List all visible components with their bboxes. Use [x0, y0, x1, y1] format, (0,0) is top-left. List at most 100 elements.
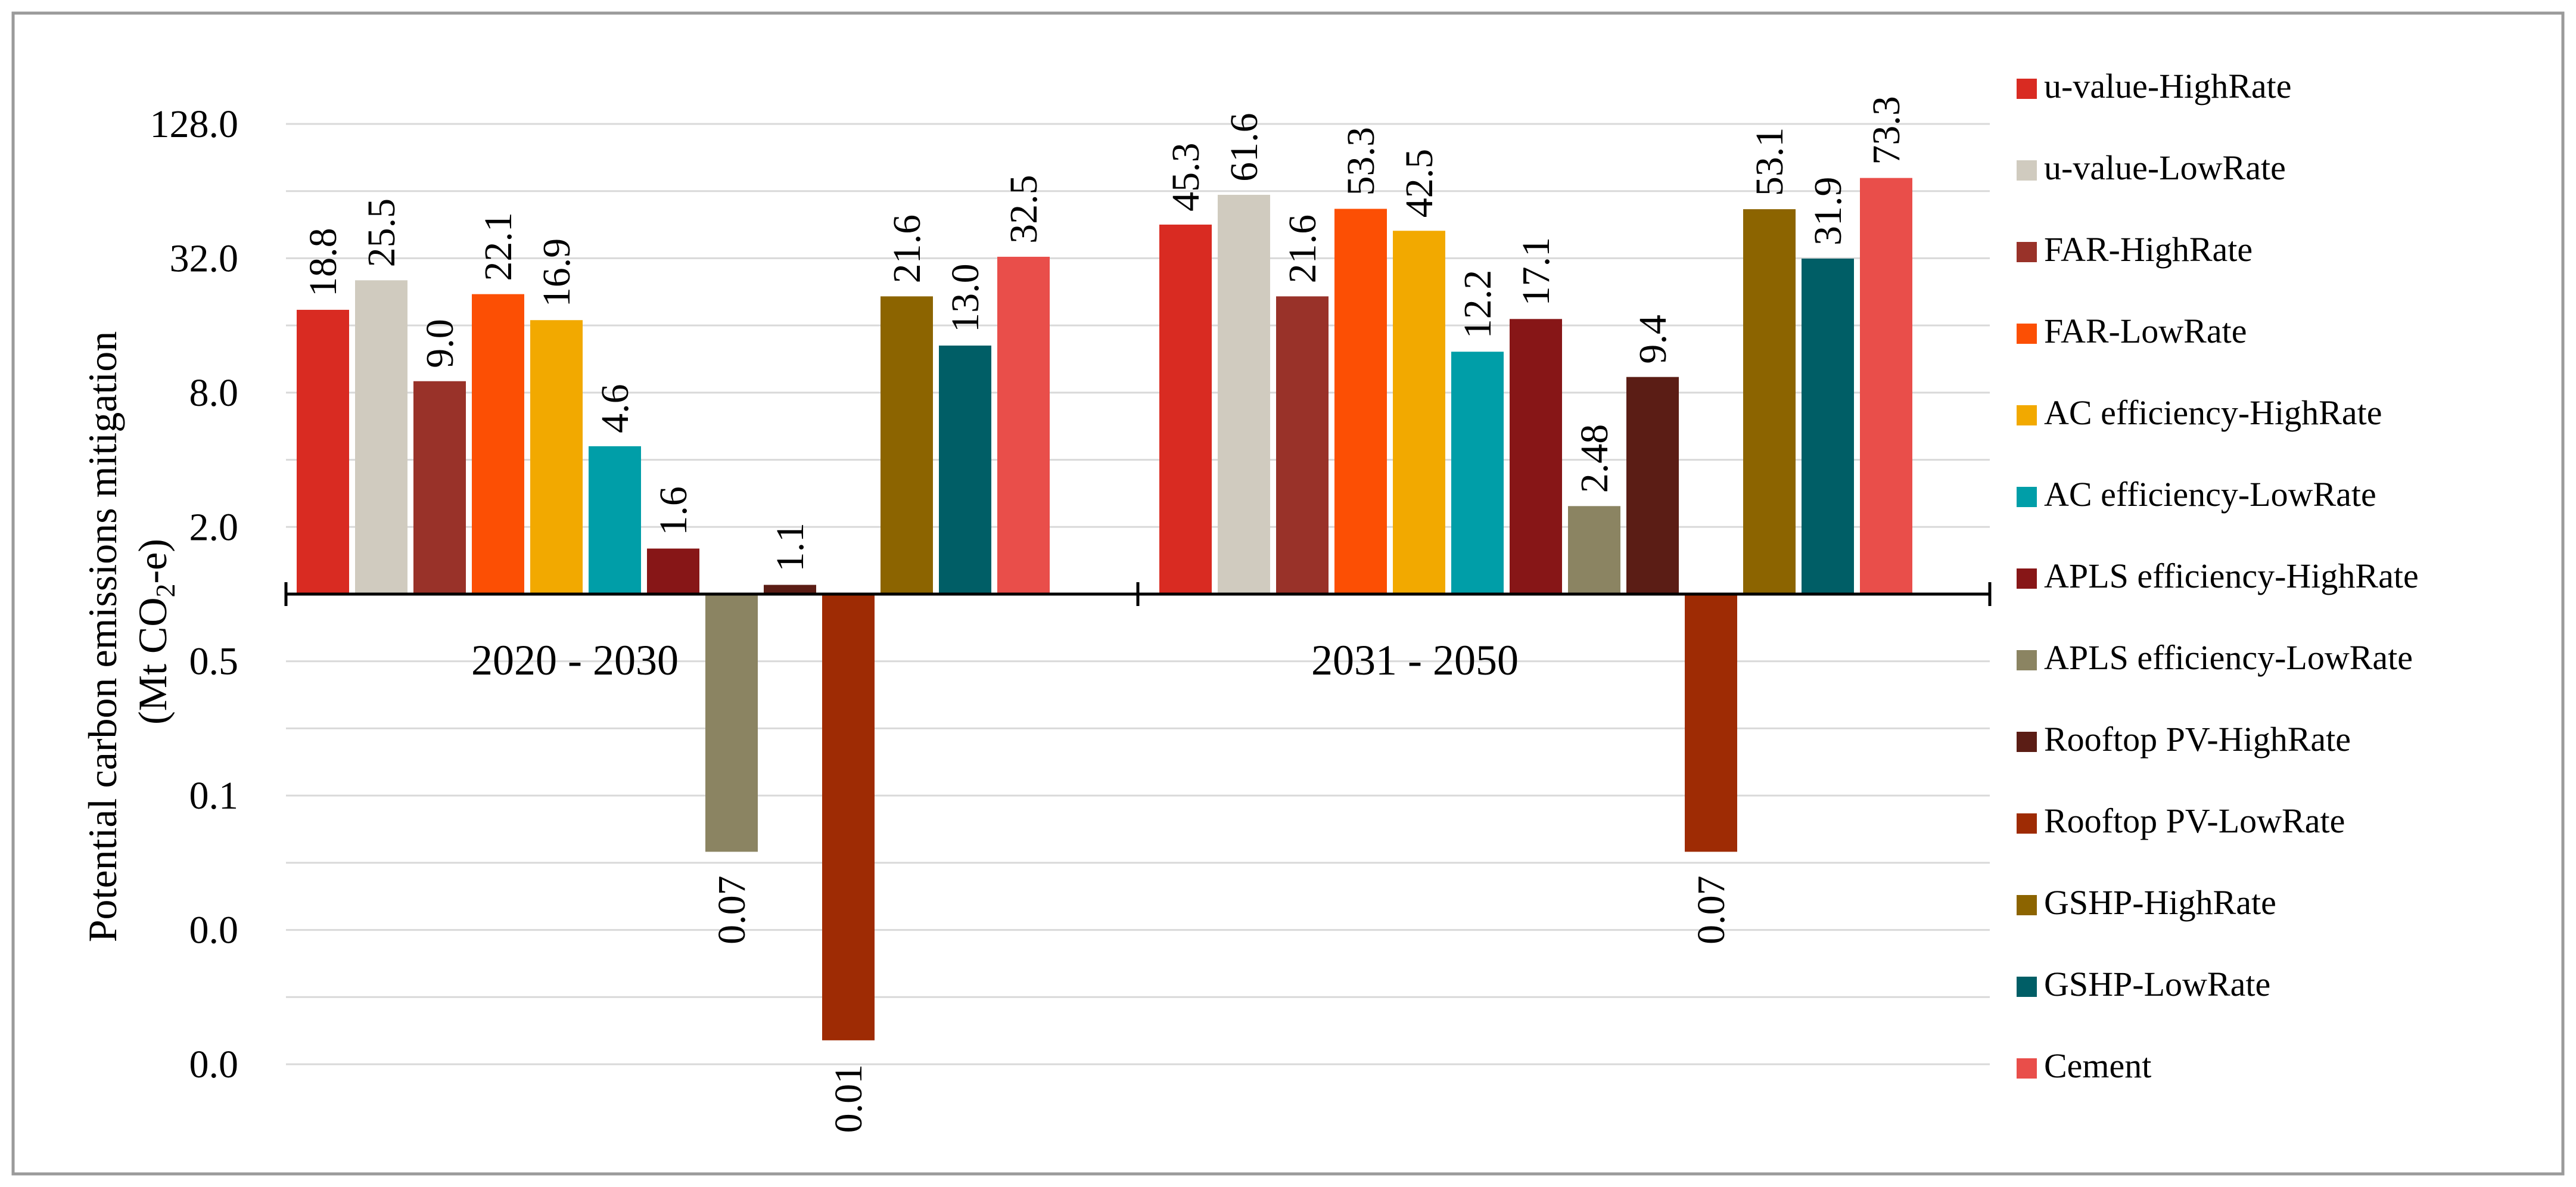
- legend-label: APLS efficiency-HighRate: [2044, 557, 2419, 595]
- data-label: 22.1: [477, 212, 520, 281]
- data-label: 21.6: [1281, 215, 1324, 284]
- data-label: 21.6: [885, 215, 929, 284]
- bar: [297, 309, 349, 594]
- y-axis-title-prefix: (Mt CO: [130, 598, 175, 725]
- legend-swatch: [2017, 405, 2037, 425]
- data-label: 53.1: [1748, 128, 1791, 197]
- x-category-label: 2031 - 2050: [1311, 636, 1519, 684]
- data-label: 12.2: [1456, 270, 1499, 339]
- data-label: 53.3: [1339, 127, 1383, 196]
- data-label: 0.01: [827, 1064, 870, 1133]
- y-axis-title-suffix: -e): [130, 539, 175, 583]
- y-tick-label: 0.5: [189, 640, 239, 683]
- data-label: 45.3: [1164, 142, 1208, 212]
- bar: [1626, 377, 1679, 594]
- legend-label: FAR-HighRate: [2044, 230, 2253, 269]
- bar: [413, 381, 466, 594]
- legend: u-value-HighRate u-value-LowRate FAR-HighR…: [2017, 67, 2419, 1085]
- data-label: 0.07: [1690, 875, 1733, 944]
- bar: [881, 296, 933, 594]
- axes: 2020 - 2030 2031 - 2050: [284, 582, 1992, 684]
- bar: [355, 280, 407, 594]
- legend-swatch: [2017, 324, 2037, 344]
- y-tick-label: 0.0: [189, 909, 239, 952]
- legend-swatch: [2017, 732, 2037, 752]
- y-axis-title-sub: 2: [150, 584, 181, 598]
- legend-swatch: [2017, 895, 2037, 915]
- data-label: 42.5: [1398, 149, 1441, 218]
- y-tick-label: 8.0: [189, 371, 239, 415]
- data-label: 16.9: [535, 238, 578, 307]
- bar: [589, 446, 641, 594]
- data-label: 17.1: [1514, 237, 1558, 306]
- y-axis-title-line1: Potential carbon emissions mitigation: [80, 331, 125, 943]
- data-label: 1.6: [652, 486, 695, 536]
- data-labels: 18.8 25.5 9.0 22.1 16.9 4.6 1.6 0.07 1.1 0.01 21.6…: [301, 96, 1908, 1133]
- legend-label: u-value-HighRate: [2044, 67, 2292, 105]
- bar: [1510, 319, 1562, 594]
- legend-swatch: [2017, 1058, 2037, 1079]
- bar: [1334, 209, 1387, 594]
- bar: [1685, 594, 1737, 852]
- data-label: 32.5: [1002, 175, 1046, 244]
- y-axis-title: Potential carbon emissions mitigation (M…: [80, 321, 181, 943]
- legend-swatch: [2017, 487, 2037, 507]
- legend-label: GSHP-LowRate: [2044, 965, 2270, 1003]
- y-tick-label: 128.0: [150, 102, 239, 146]
- x-category-label: 2020 - 2030: [471, 636, 679, 684]
- bar: [1743, 209, 1796, 594]
- data-label: 18.8: [301, 228, 345, 297]
- legend-swatch: [2017, 79, 2037, 99]
- y-tick-labels: 128.0 32.0 8.0 2.0 0.5 0.1 0.0 0.0: [150, 102, 239, 1086]
- data-label: 0.07: [710, 875, 754, 944]
- legend-swatch: [2017, 650, 2037, 670]
- bar: [1393, 231, 1445, 594]
- bar: [822, 594, 875, 1040]
- legend-swatch: [2017, 242, 2037, 262]
- y-tick-label: 0.1: [189, 774, 239, 818]
- y-tick-label: 2.0: [189, 505, 239, 549]
- bar: [647, 548, 699, 594]
- data-label: 61.6: [1222, 113, 1266, 182]
- legend-label: FAR-LowRate: [2044, 312, 2247, 350]
- data-label: 73.3: [1865, 96, 1908, 165]
- data-label: 13.0: [944, 263, 987, 333]
- bar: [939, 345, 991, 594]
- legend-swatch: [2017, 977, 2037, 997]
- legend-label: GSHP-HighRate: [2044, 883, 2276, 922]
- legend-swatch: [2017, 160, 2037, 181]
- legend-label: Rooftop PV-HighRate: [2044, 720, 2351, 759]
- legend-label: AC efficiency-LowRate: [2044, 475, 2376, 514]
- bar: [472, 294, 524, 594]
- bar: [530, 320, 583, 594]
- bar: [997, 256, 1050, 594]
- legend-label: Cement: [2044, 1046, 2151, 1085]
- data-label: 9.4: [1631, 315, 1675, 364]
- y-tick-label: 0.0: [189, 1043, 239, 1086]
- data-label: 25.5: [360, 198, 403, 268]
- data-label: 9.0: [418, 319, 462, 368]
- legend-label: u-value-LowRate: [2044, 148, 2286, 187]
- legend-label: APLS efficiency-LowRate: [2044, 638, 2413, 677]
- bar: [705, 594, 758, 852]
- y-axis-title-line2: (Mt CO2-e): [130, 539, 181, 725]
- bar: [1860, 178, 1912, 594]
- data-label: 4.6: [593, 384, 637, 433]
- legend-swatch: [2017, 568, 2037, 589]
- bar: [1568, 506, 1620, 594]
- bar: [1276, 296, 1329, 594]
- bars: [297, 178, 1912, 1040]
- y-tick-label: 32.0: [170, 237, 239, 280]
- bar: [1451, 352, 1504, 594]
- bar: [1218, 194, 1270, 594]
- bar: [764, 585, 816, 594]
- data-label: 31.9: [1806, 176, 1850, 246]
- legend-label: Rooftop PV-LowRate: [2044, 801, 2345, 840]
- bar: [1802, 258, 1854, 595]
- legend-swatch: [2017, 813, 2037, 834]
- data-label: 2.48: [1573, 424, 1616, 493]
- legend-label: AC efficiency-HighRate: [2044, 393, 2382, 432]
- bar: [1159, 224, 1212, 595]
- data-label: 1.1: [769, 523, 812, 572]
